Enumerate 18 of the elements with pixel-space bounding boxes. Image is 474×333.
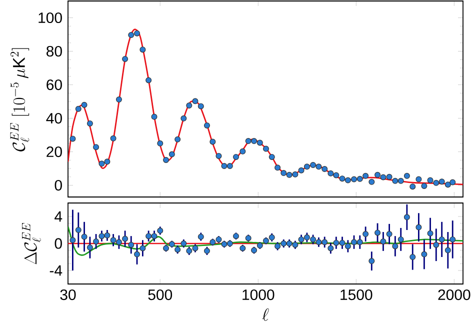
y-tick-label: 40 bbox=[46, 112, 62, 124]
x-tick-label: 500 bbox=[148, 289, 172, 300]
y-tick-label: 20 bbox=[46, 146, 62, 158]
x-tick-label: 30 bbox=[60, 289, 76, 300]
y-axis-title: $\Delta\mathcal{C}_\ell^{EE}$ bbox=[22, 223, 41, 264]
y-tick-label: 4 bbox=[54, 211, 62, 222]
y-tick-label: 100 bbox=[38, 12, 62, 24]
y-tick-label: 80 bbox=[46, 46, 62, 57]
x-tick-label: 1500 bbox=[340, 289, 372, 300]
x-tick-label: 1000 bbox=[242, 289, 274, 300]
y-tick-label: 0 bbox=[54, 238, 62, 249]
line-series bbox=[68, 226, 463, 256]
y-tick-label: -4 bbox=[50, 265, 62, 276]
x-tick-label: 2000 bbox=[438, 289, 470, 300]
y-axis-title: $\mathcal{C}_\ell^{EE}\ [10^{-5}\,\mu\mathrm{K}^2]$ bbox=[10, 48, 30, 152]
y-tick-label: 0 bbox=[54, 180, 62, 191]
x-axis-title: $\ell$ bbox=[262, 308, 269, 321]
y-tick-label: 60 bbox=[46, 79, 62, 90]
